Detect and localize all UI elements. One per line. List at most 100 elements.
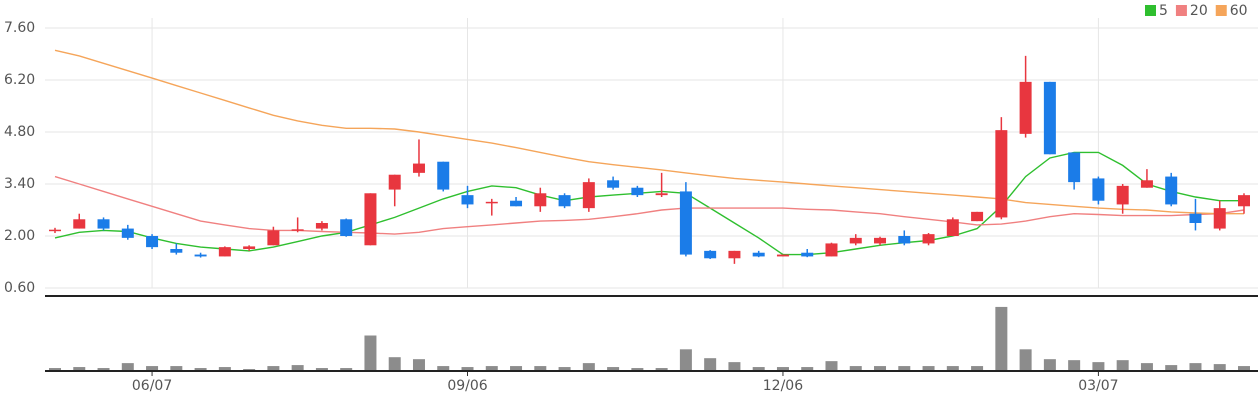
candle-body	[49, 229, 61, 232]
candle-body	[801, 252, 814, 257]
volume-bar	[1140, 363, 1153, 371]
x-tick-label: 03/07	[1078, 378, 1118, 394]
candle-body	[1092, 178, 1105, 201]
candle-body	[461, 195, 474, 205]
candle-body	[485, 201, 498, 204]
candle-body	[243, 246, 256, 249]
candle-body	[1116, 185, 1129, 205]
candle-body	[1019, 81, 1032, 134]
x-tick-label: 06/07	[132, 378, 172, 394]
volume-bar	[364, 335, 377, 371]
volume-bar	[73, 367, 86, 371]
volume-bar	[146, 366, 159, 371]
volume-bar	[558, 367, 571, 371]
candle-body	[776, 254, 789, 257]
volume-bar	[776, 367, 789, 371]
legend-label: 60	[1230, 3, 1248, 19]
volume-bar	[49, 368, 61, 371]
volume-bar	[121, 363, 134, 371]
volume-bar	[1043, 359, 1056, 371]
volume-bar	[801, 367, 814, 371]
candle-body	[534, 193, 547, 207]
volume-bar	[655, 368, 668, 371]
volume-bar	[412, 359, 425, 371]
volume-bar	[170, 366, 183, 371]
ma-line	[54, 151, 1244, 256]
candle-body	[874, 237, 887, 244]
legend-swatch	[1145, 5, 1156, 16]
volume-bar	[704, 358, 717, 371]
x-tick-label: 09/06	[447, 378, 487, 394]
candle-body	[631, 187, 644, 196]
volume-bar	[485, 366, 498, 371]
legend-swatch	[1215, 5, 1227, 16]
volume-bar	[461, 367, 474, 371]
volume-bar	[1189, 363, 1202, 371]
candle-body	[971, 211, 984, 222]
volume-bar	[291, 365, 304, 371]
legend: 5 20 60	[1145, 3, 1248, 19]
volume-bar	[388, 357, 401, 371]
legend-label: 5	[1159, 3, 1168, 19]
candle-body	[291, 229, 304, 231]
candle-body	[121, 228, 134, 238]
candle-body	[412, 163, 425, 173]
candle-body	[1213, 208, 1226, 229]
candle-body	[898, 236, 911, 244]
volume-bar	[995, 306, 1008, 371]
volume-bar	[582, 363, 595, 371]
volume-bar	[946, 366, 959, 371]
volume-bar	[1116, 360, 1129, 371]
candle-body	[582, 182, 595, 209]
volume-bar	[607, 367, 620, 371]
y-tick-label: 2.00	[4, 228, 35, 244]
volume-bar	[825, 361, 838, 371]
ma-line	[54, 49, 1244, 215]
ma-line	[54, 175, 1245, 235]
volume-bar	[679, 349, 692, 371]
candle-body	[1189, 213, 1202, 223]
candle-body	[922, 234, 935, 244]
volume-bar	[1165, 365, 1178, 371]
candle-body	[1140, 180, 1153, 188]
candle-body	[340, 219, 353, 236]
x-tick-label: 12/06	[763, 378, 803, 394]
candle-body	[1043, 81, 1056, 155]
candle-body	[1238, 195, 1250, 207]
volume-bar	[340, 368, 353, 371]
candle-body	[679, 191, 692, 255]
candle-body	[655, 193, 668, 196]
candle-body	[170, 249, 183, 253]
volume-bar	[631, 368, 644, 371]
candle-body	[995, 130, 1008, 218]
volume-bar	[267, 366, 280, 371]
candle-body	[97, 219, 110, 229]
candle-body	[607, 180, 620, 188]
volume-bar	[752, 367, 765, 371]
candle-body	[437, 161, 450, 190]
candle-body	[728, 250, 741, 259]
volume-bar	[437, 366, 450, 371]
volume-bar	[1092, 362, 1105, 371]
candle-body	[267, 230, 280, 246]
y-tick-label: 6.20	[4, 72, 35, 88]
volume-bar	[97, 368, 110, 371]
volume-bar	[1238, 366, 1250, 371]
volume-bar	[315, 368, 328, 371]
volume-bar	[971, 366, 984, 371]
candle-body	[388, 174, 401, 190]
candle-body	[704, 250, 717, 259]
candle-body	[849, 237, 862, 244]
volume-bar	[728, 362, 741, 371]
candle-body	[510, 200, 523, 207]
candle-body	[73, 219, 86, 229]
volume-bar	[922, 366, 935, 371]
legend-swatch	[1175, 5, 1187, 16]
volume-bar	[849, 366, 862, 371]
volume-bar	[218, 367, 231, 371]
volume-bar	[1019, 349, 1032, 371]
y-tick-label: 0.60	[4, 280, 35, 296]
legend-label: 20	[1190, 3, 1208, 19]
y-tick-label: 4.80	[4, 124, 35, 140]
